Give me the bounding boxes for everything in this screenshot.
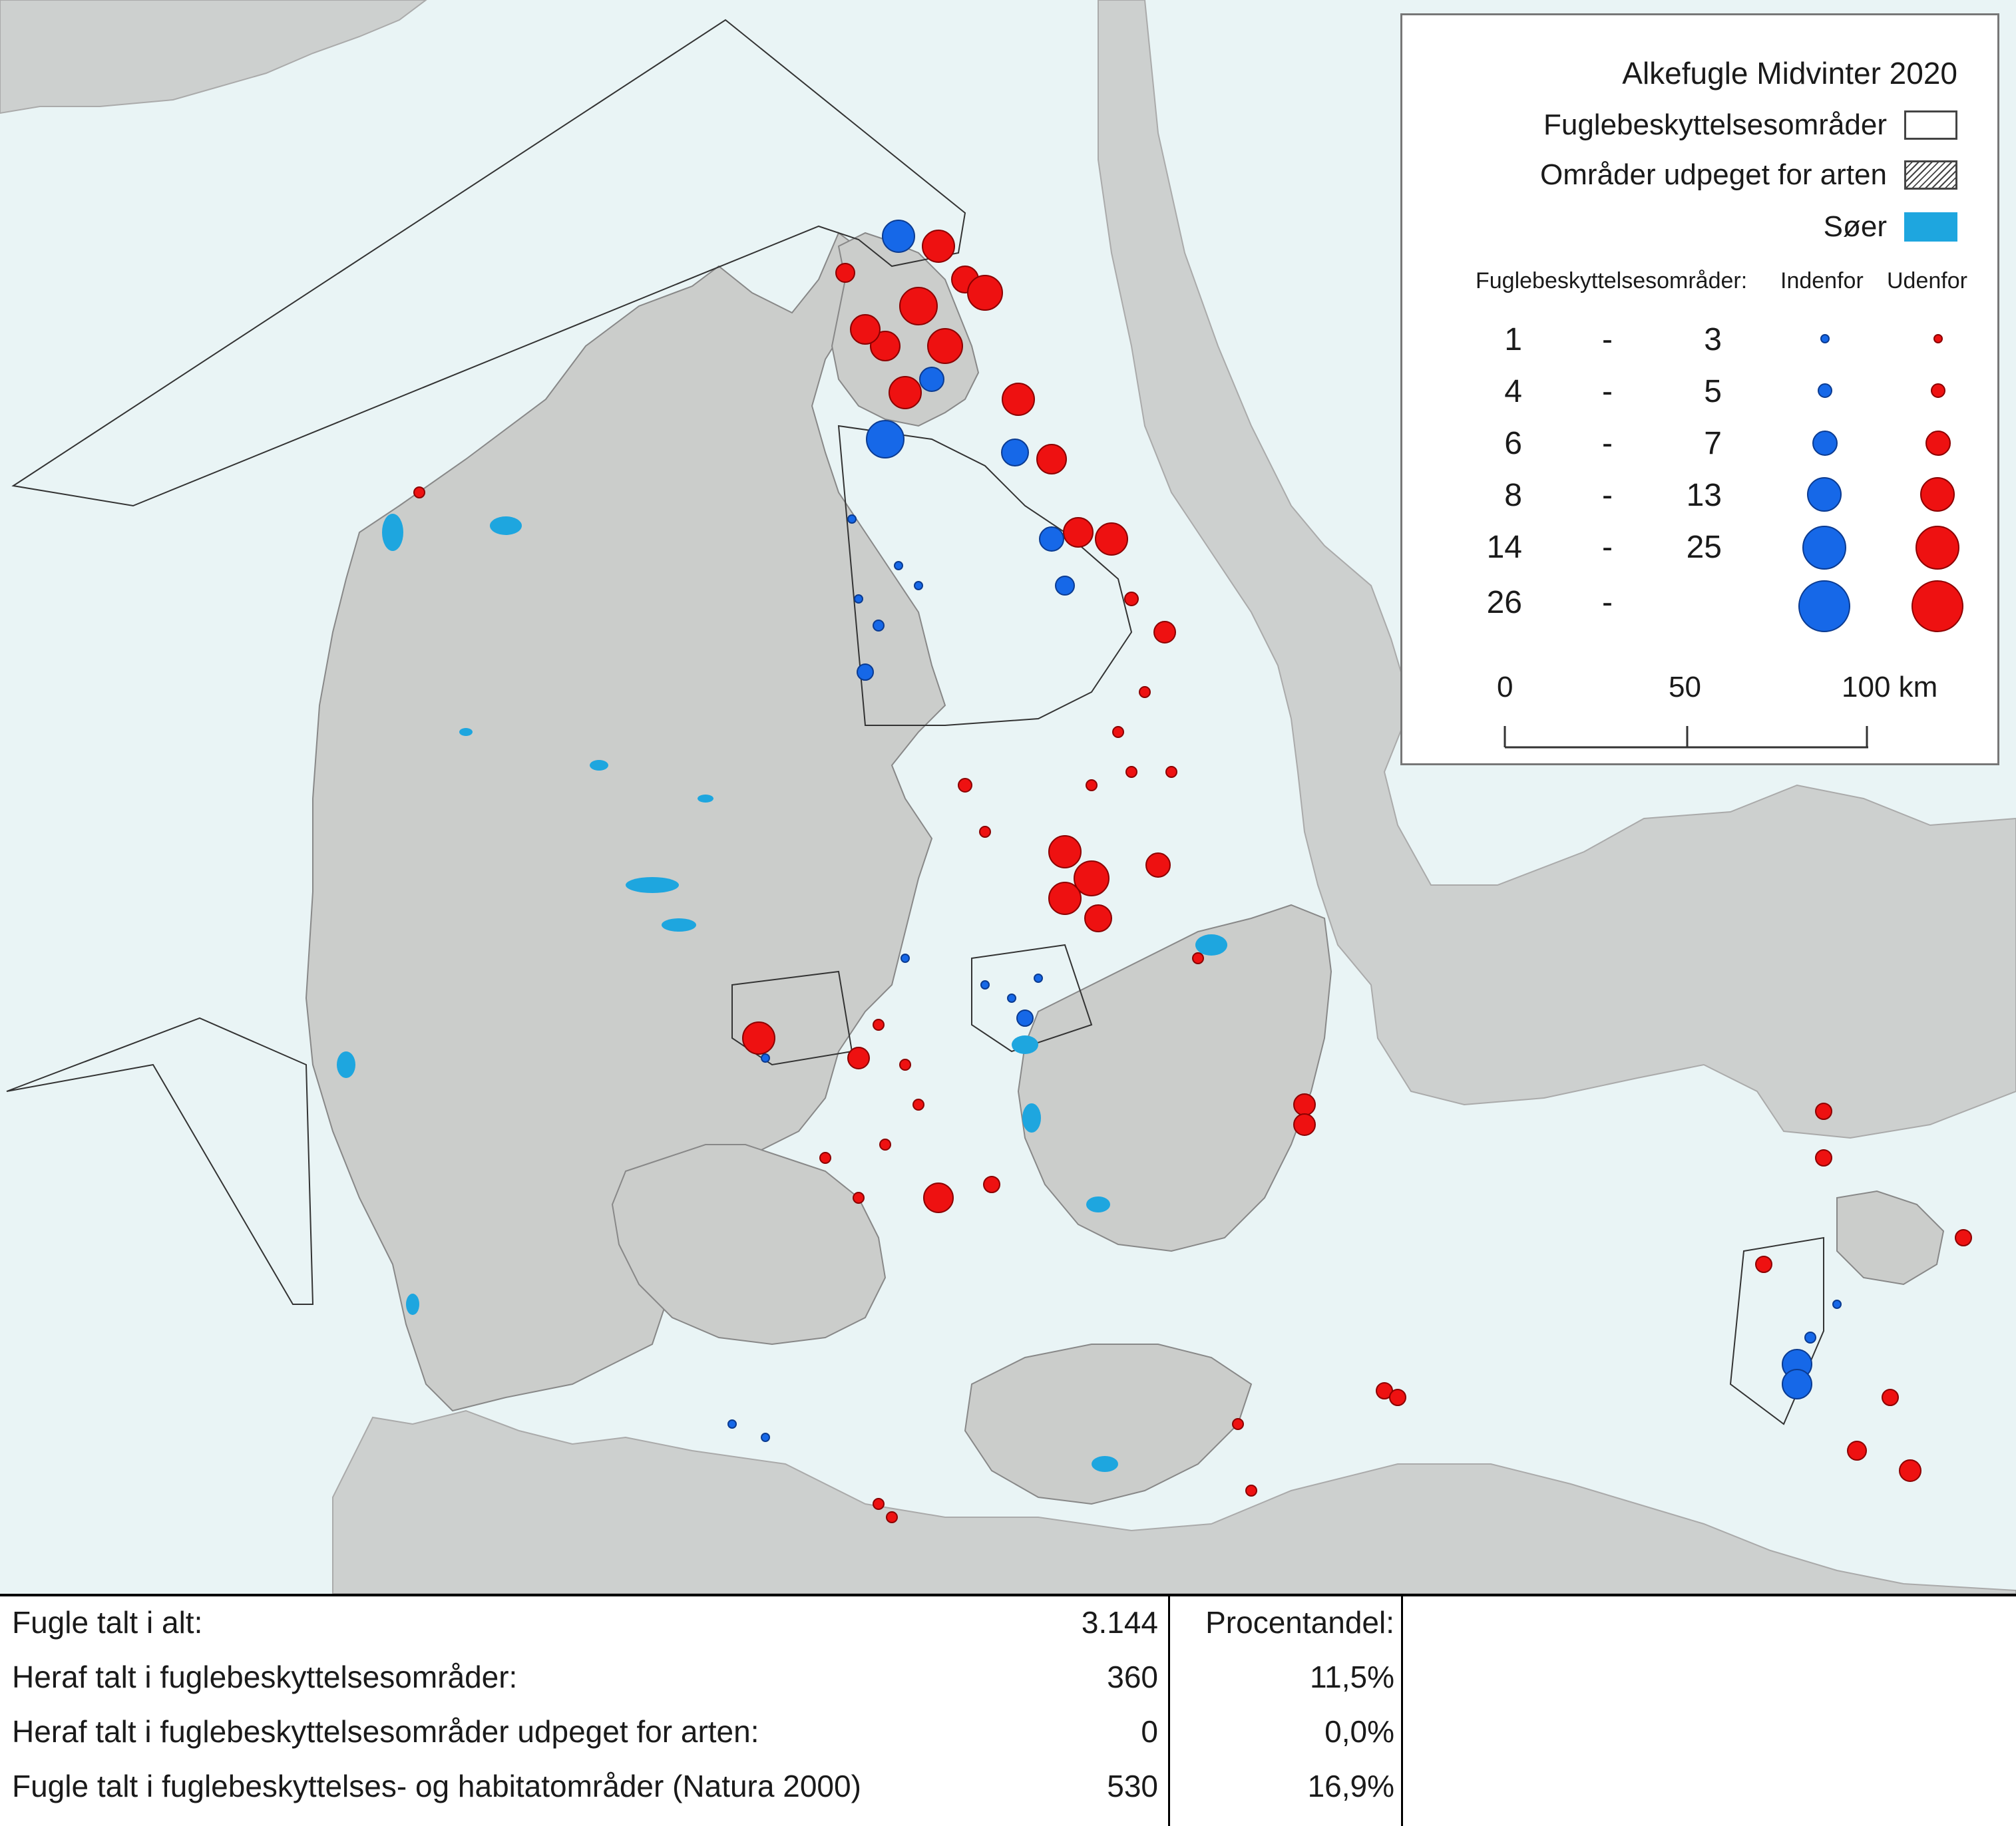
germany-coast (332, 1409, 2016, 1594)
table-row: Fugle talt i fuglebeskyttelses- og habit… (12, 1769, 1394, 1803)
scale-label-0: 0 (1497, 671, 1513, 703)
map-legend: Alkefugle Midvinter 2020 Fuglebeskyttels… (1400, 13, 1999, 765)
outside-symbol-4-5 (1931, 383, 1945, 398)
legend-subheader: Fuglebeskyttelsesområder: Indenfor Udenf… (1476, 268, 1967, 294)
inside-symbol-4-5 (1818, 383, 1832, 398)
legend-item-label: Fuglebeskyttelsesområder (1543, 108, 1887, 141)
protection-area-outline (11, 19, 966, 507)
legend-item-label: Områder udpeget for arten (1540, 158, 1887, 191)
legend-item-protection-areas: Fuglebeskyttelsesområder (1543, 105, 1957, 145)
norway-coast (0, 0, 427, 114)
scale-bar (1504, 726, 1868, 749)
legend-inside-label: Indenfor (1780, 268, 1864, 293)
protection-area-outline (837, 425, 1133, 726)
inside-symbol-14-25 (1802, 526, 1846, 570)
outside-symbol-1-3 (1933, 334, 1943, 343)
outside-symbol-8-13 (1920, 477, 1955, 512)
inside-symbol-6-7 (1812, 431, 1838, 456)
observations-outside (413, 230, 1972, 1523)
land-lolland-falster (964, 1344, 1253, 1505)
table-row: Heraf talt i fuglebeskyttelsesområder: 3… (12, 1660, 1394, 1694)
table-row: Heraf talt i fuglebeskyttelsesområder ud… (12, 1714, 1394, 1749)
land-zealand (1017, 904, 1332, 1252)
scale-label-50: 50 (1669, 671, 1701, 703)
outside-symbol-14-25 (1915, 526, 1959, 570)
inside-symbol-1-3 (1820, 334, 1830, 343)
inside-symbol-8-13 (1807, 477, 1842, 512)
scale-label-100: 100 km (1842, 671, 1938, 703)
observations-inside (727, 220, 1842, 1442)
legend-subheader-label: Fuglebeskyttelsesområder: (1476, 268, 1748, 293)
protection-area-swatch (1904, 110, 1957, 140)
protection-area-outline (971, 944, 1093, 1053)
legend-outside-label: Udenfor (1887, 268, 1967, 293)
outside-symbol-6-7 (1925, 431, 1951, 456)
lake-swatch (1904, 212, 1957, 242)
legend-item-label: Søer (1823, 210, 1887, 243)
inside-symbol-26 (1798, 580, 1850, 632)
legend-title: Alkefugle Midvinter 2020 (1622, 56, 1957, 91)
table-row: Fugle talt i alt: 3.144 Procentandel: (12, 1605, 1394, 1640)
protection-area-outline (6, 1017, 314, 1305)
column-divider (1168, 1596, 1170, 1826)
outside-symbol-26 (1912, 580, 1963, 632)
designated-area-swatch (1904, 160, 1957, 190)
column-divider (1401, 1596, 1403, 1826)
legend-item-lakes: Søer (1824, 207, 1957, 247)
land-funen (611, 1144, 887, 1346)
lakes (337, 514, 1227, 1472)
sweden-coast (1098, 0, 2016, 1139)
land-jutland (305, 232, 946, 1412)
land-bornholm (1836, 1190, 1945, 1286)
stats-table: Fugle talt i alt: 3.144 Procentandel: He… (0, 1594, 2016, 1826)
protection-area-outline (731, 970, 853, 1066)
legend-item-designated-areas: Områder udpeget for arten (1540, 155, 1957, 195)
